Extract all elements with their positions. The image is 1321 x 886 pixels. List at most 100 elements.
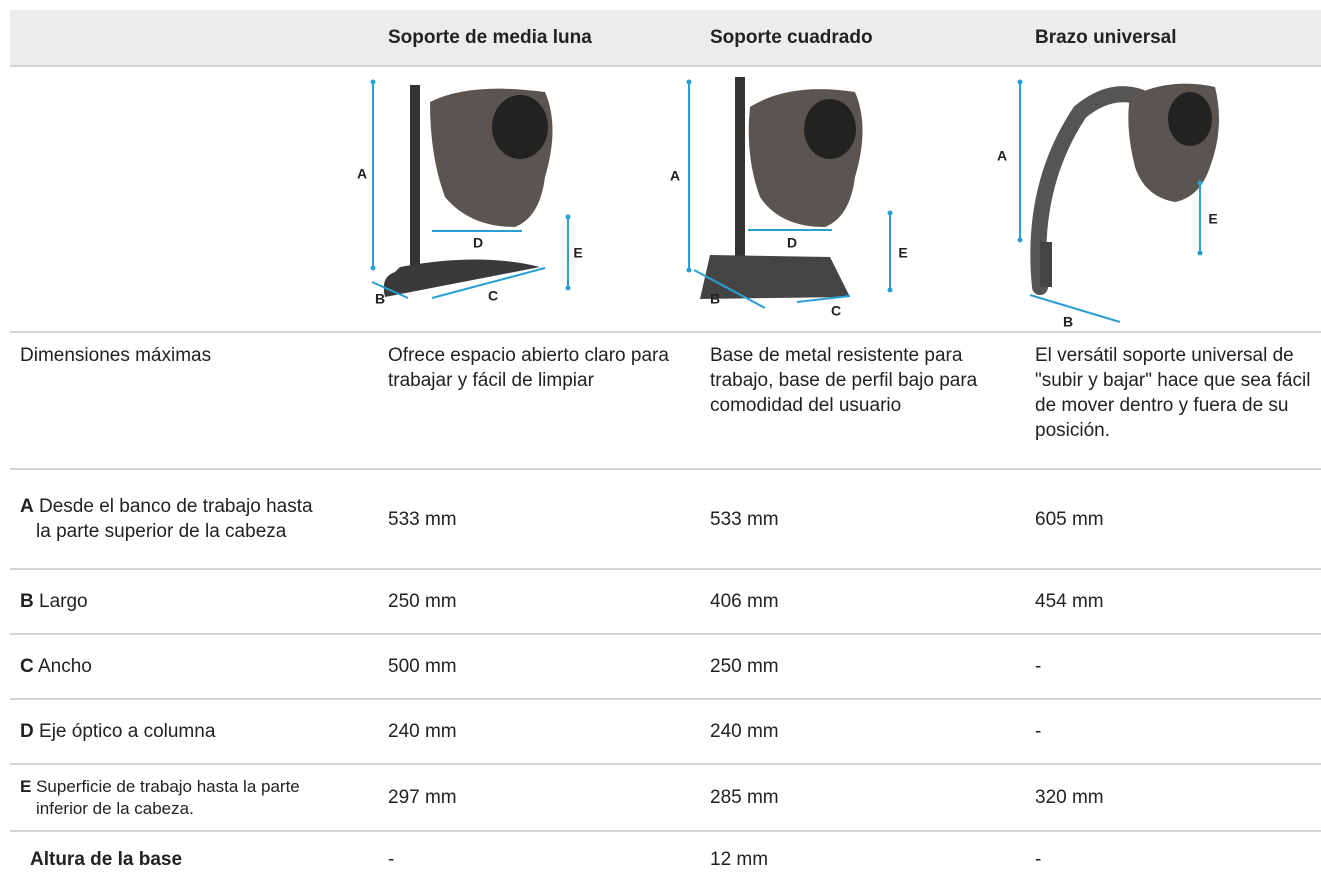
row-label: Dimensiones máximas <box>20 345 212 366</box>
value: 12 mm <box>710 848 769 870</box>
universal-arm <box>1017 79 1219 323</box>
value: - <box>1035 721 1042 742</box>
value: 285 mm <box>710 787 779 808</box>
dim-label: B <box>375 291 385 307</box>
dim-label: D <box>787 235 797 251</box>
half-moon-stand <box>370 79 571 299</box>
illustrations: A B C D E A B C D E A B E <box>357 77 1219 330</box>
row-key: C <box>20 656 34 677</box>
dim-label: A <box>357 166 367 182</box>
value-cell: 406 mm <box>710 570 1010 633</box>
data-row: C Ancho 500 mm 250 mm - <box>10 635 1321 700</box>
value: - <box>1035 656 1042 677</box>
column-header: Soporte cuadrado <box>710 27 873 48</box>
value: 533 mm <box>388 508 457 530</box>
row-label: Altura de la base <box>20 847 336 872</box>
header-row: Soporte de media luna Soporte cuadrado Bra… <box>10 10 1321 67</box>
dim-label: E <box>573 245 582 261</box>
header-cell: Brazo universal <box>1035 10 1321 65</box>
value: 297 mm <box>388 787 457 808</box>
value-cell: 250 mm <box>388 570 678 633</box>
description-row: Dimensiones máximas Ofrece espacio abiert… <box>10 333 1321 470</box>
dim-label: D <box>473 235 483 251</box>
label-cell: E Superficie de trabajo hasta la parte i… <box>20 765 360 830</box>
value-cell: 605 mm <box>1035 470 1321 568</box>
row-key: A <box>20 496 34 517</box>
value-cell: - <box>388 832 678 886</box>
dim-label: B <box>710 291 720 307</box>
description: Ofrece espacio abierto claro para trabaj… <box>388 345 669 391</box>
dim-label: E <box>1208 211 1217 227</box>
value: 605 mm <box>1035 508 1104 530</box>
value-cell: 12 mm <box>710 832 1010 886</box>
value: 406 mm <box>710 591 779 612</box>
value: - <box>388 848 395 870</box>
value-cell: - <box>1035 700 1321 763</box>
value: 320 mm <box>1035 787 1104 808</box>
description: El versátil soporte universal de "subir … <box>1035 345 1311 441</box>
value-cell: El versátil soporte universal de "subir … <box>1035 333 1321 468</box>
row-text: Largo <box>39 591 88 612</box>
row-label: D Eje óptico a columna <box>20 719 326 744</box>
data-row: B Largo 250 mm 406 mm 454 mm <box>10 570 1321 635</box>
value-cell: 297 mm <box>388 765 678 830</box>
value-cell: 320 mm <box>1035 765 1321 830</box>
value: 240 mm <box>710 721 779 742</box>
value: 533 mm <box>710 508 779 530</box>
label-cell: B Largo <box>20 570 360 633</box>
value: 250 mm <box>388 591 457 612</box>
header-cell: Soporte de media luna <box>388 10 678 65</box>
value-cell: 533 mm <box>710 470 1010 568</box>
row-label: E Superficie de trabajo hasta la parte i… <box>20 776 326 820</box>
image-row <box>10 67 1321 333</box>
label-cell: A Desde el banco de trabajo hasta la par… <box>20 470 360 568</box>
dim-label: E <box>898 245 907 261</box>
dim-label: B <box>1063 314 1073 330</box>
value-cell: - <box>1035 832 1321 886</box>
value-cell: Base de metal resistente para trabajo, b… <box>710 333 1010 468</box>
value-cell: 250 mm <box>710 635 1010 698</box>
row-text: Desde el banco de trabajo hasta la parte… <box>36 496 313 542</box>
dim-label: C <box>488 288 498 304</box>
row-label: B Largo <box>20 589 326 614</box>
value-cell: - <box>1035 635 1321 698</box>
data-row: Altura de la base - 12 mm - <box>10 832 1321 886</box>
row-key: E <box>20 776 32 796</box>
row-text: Eje óptico a columna <box>39 721 216 742</box>
row-label: C Ancho <box>20 654 326 679</box>
dim-label: C <box>831 303 841 319</box>
dim-label: A <box>997 148 1007 164</box>
row-key: D <box>20 721 34 742</box>
header-cell: Soporte cuadrado <box>710 10 1010 65</box>
value-cell: 533 mm <box>388 470 678 568</box>
label-cell: C Ancho <box>20 635 360 698</box>
label-cell: Dimensiones máximas <box>20 333 360 468</box>
row-text: Ancho <box>37 656 92 677</box>
value-cell: 454 mm <box>1035 570 1321 633</box>
data-row: D Eje óptico a columna 240 mm 240 mm - <box>10 700 1321 765</box>
row-key: B <box>20 591 34 612</box>
value: 240 mm <box>388 721 457 742</box>
column-header: Brazo universal <box>1035 27 1177 48</box>
value-cell: 500 mm <box>388 635 678 698</box>
value-cell: 240 mm <box>710 700 1010 763</box>
label-cell: Altura de la base <box>20 832 360 886</box>
row-text: Superficie de trabajo hasta la parte inf… <box>36 776 300 818</box>
value: 250 mm <box>710 656 779 677</box>
value: - <box>1035 848 1042 870</box>
dim-label: A <box>670 168 680 184</box>
value-cell: Ofrece espacio abierto claro para trabaj… <box>388 333 678 468</box>
value-cell: 285 mm <box>710 765 1010 830</box>
row-label: A Desde el banco de trabajo hasta la par… <box>20 494 326 544</box>
label-cell: D Eje óptico a columna <box>20 700 360 763</box>
data-row: E Superficie de trabajo hasta la parte i… <box>10 765 1321 832</box>
description: Base de metal resistente para trabajo, b… <box>710 345 978 416</box>
value: 454 mm <box>1035 591 1104 612</box>
square-stand <box>686 77 893 309</box>
value-cell: 240 mm <box>388 700 678 763</box>
value: 500 mm <box>388 656 457 677</box>
row-text: Altura de la base <box>30 848 183 870</box>
column-header: Soporte de media luna <box>388 27 592 48</box>
data-row: A Desde el banco de trabajo hasta la par… <box>10 470 1321 570</box>
